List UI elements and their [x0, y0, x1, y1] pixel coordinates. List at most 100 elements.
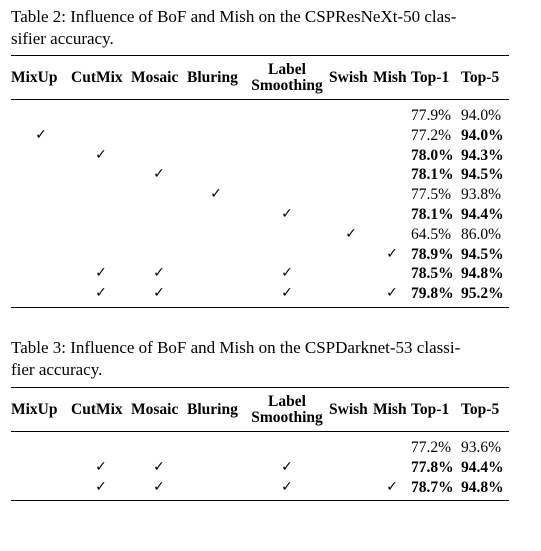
checkmark-icon: ✓ — [245, 477, 329, 502]
empty-cell — [131, 146, 187, 166]
header-mish: Mish — [373, 387, 411, 432]
checkmark-icon: ✓ — [386, 245, 398, 262]
top5-value: 94.5% — [461, 166, 504, 184]
empty-cell — [71, 126, 131, 146]
header-swish: Swish — [329, 55, 373, 100]
empty-cell — [373, 225, 411, 245]
empty-cell — [245, 146, 329, 166]
checkmark-icon: ✓ — [281, 265, 293, 282]
table-row: ✓ ✓ ✓ ✓ 79.8% 95.2% — [11, 284, 509, 308]
empty-cell — [11, 100, 71, 126]
top5-value: 94.4% — [461, 205, 504, 223]
checkmark-icon: ✓ — [281, 205, 293, 222]
empty-cell — [11, 245, 71, 265]
table-row: ✓ ✓ ✓ ✓ 78.7% 94.8% — [11, 477, 509, 502]
table3: MixUp CutMix Mosaic Bluring Label Smooth… — [11, 387, 509, 502]
table2-body: 77.9% 94.0% ✓ 77.2% 94.0% ✓ 78.0% 94.3% ✓ 78.1% 94… — [11, 100, 509, 308]
checkmark-icon: ✓ — [35, 126, 47, 143]
empty-cell — [245, 225, 329, 245]
checkmark-icon: ✓ — [95, 458, 107, 475]
empty-cell — [329, 146, 373, 166]
empty-cell — [245, 165, 329, 185]
empty-cell — [131, 245, 187, 265]
header-label-smoothing: Label Smoothing — [245, 387, 329, 432]
top1-value: 77.2% — [411, 126, 452, 144]
top1-value: 77.5% — [411, 186, 452, 204]
top5-value: 94.0% — [461, 126, 504, 144]
table-row: ✓ 64.5% 86.0% — [11, 225, 509, 245]
table-row: ✓ 78.9% 94.5% — [11, 245, 509, 265]
table-row: 77.2% 93.6% — [11, 432, 509, 458]
table-row: ✓ 77.5% 93.8% — [11, 185, 509, 205]
empty-cell — [187, 458, 245, 478]
empty-cell — [329, 458, 373, 478]
header-top5: Top-5 — [461, 387, 509, 432]
table3-header-row: MixUp CutMix Mosaic Bluring Label Smooth… — [11, 387, 509, 432]
table2-caption-line1: Table 2: Influence of BoF and Mish on th… — [11, 7, 457, 26]
header-bluring: Bluring — [187, 387, 245, 432]
checkmark-icon: ✓ — [95, 265, 107, 282]
empty-cell — [373, 264, 411, 284]
top5-value: 94.4% — [461, 458, 504, 476]
top1-value: 78.5% — [411, 265, 454, 283]
table-row: ✓ 78.0% 94.3% — [11, 146, 509, 166]
empty-cell — [11, 477, 71, 502]
empty-cell — [187, 284, 245, 308]
top5-value: 86.0% — [461, 225, 502, 243]
top5-value: 94.0% — [461, 107, 502, 124]
top1-value: 77.9% — [411, 107, 452, 124]
empty-cell — [11, 146, 71, 166]
empty-cell — [187, 146, 245, 166]
top5-value: 94.8% — [461, 477, 509, 502]
table-row: ✓ ✓ ✓ 78.5% 94.8% — [11, 264, 509, 284]
empty-cell — [329, 100, 373, 126]
empty-cell — [329, 165, 373, 185]
checkmark-icon: ✓ — [245, 284, 329, 308]
table3-caption-line2: fier accuracy. — [11, 360, 103, 379]
empty-cell — [131, 100, 187, 126]
table-row: ✓ 78.1% 94.5% — [11, 165, 509, 185]
empty-cell — [329, 284, 373, 308]
table-row: ✓ 77.2% 94.0% — [11, 126, 509, 146]
header-swish: Swish — [329, 387, 373, 432]
empty-cell — [373, 432, 411, 458]
empty-cell — [373, 458, 411, 478]
empty-cell — [329, 432, 373, 458]
header-mosaic: Mosaic — [131, 387, 187, 432]
empty-cell — [131, 432, 187, 458]
empty-cell — [187, 477, 245, 502]
empty-cell — [71, 100, 131, 126]
top5-value: 94.5% — [461, 245, 504, 263]
header-mixup: MixUp — [11, 55, 71, 100]
empty-cell — [245, 100, 329, 126]
table2: MixUp CutMix Mosaic Bluring Label Smooth… — [11, 55, 509, 308]
table3-body: 77.2% 93.6% ✓ ✓ ✓ 77.8% 94.4% ✓ ✓ ✓ ✓ 78.7% 94.8% — [11, 432, 509, 502]
empty-cell — [71, 432, 131, 458]
empty-cell — [373, 185, 411, 205]
checkmark-icon: ✓ — [95, 146, 107, 163]
empty-cell — [131, 205, 187, 225]
empty-cell — [71, 205, 131, 225]
table2-header-row: MixUp CutMix Mosaic Bluring Label Smooth… — [11, 55, 509, 100]
table2-caption: Table 2: Influence of BoF and Mish on th… — [11, 6, 516, 50]
top5-value: 93.6% — [461, 439, 502, 456]
top1-value: 78.1% — [411, 205, 454, 223]
empty-cell — [329, 126, 373, 146]
top1-value: 77.8% — [411, 458, 454, 476]
checkmark-icon: ✓ — [71, 477, 131, 502]
top1-value: 64.5% — [411, 225, 452, 243]
empty-cell — [187, 245, 245, 265]
empty-cell — [373, 126, 411, 146]
header-label-smoothing: Label Smoothing — [245, 55, 329, 100]
empty-cell — [245, 245, 329, 265]
empty-cell — [11, 185, 71, 205]
empty-cell — [131, 185, 187, 205]
checkmark-icon: ✓ — [210, 186, 222, 203]
header-top5: Top-5 — [461, 55, 509, 100]
header-top1: Top-1 — [411, 387, 461, 432]
empty-cell — [373, 146, 411, 166]
header-label-line1: Label — [268, 61, 306, 78]
table3-caption-line1: Table 3: Influence of BoF and Mish on th… — [11, 338, 461, 357]
header-label-line1: Label — [268, 393, 306, 410]
header-mosaic: Mosaic — [131, 55, 187, 100]
